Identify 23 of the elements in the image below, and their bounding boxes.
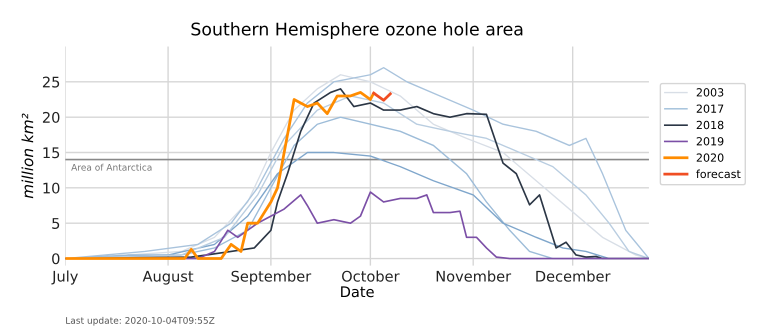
y-axis-title: million km² — [22, 113, 34, 198]
ref-line-label: Area of Antarctica — [71, 164, 152, 171]
x-tick-label: December — [536, 270, 610, 282]
text: Last update: 2020-10-04T09:55Z — [66, 316, 214, 326]
legend-label: 2019 — [696, 137, 724, 146]
chart-title: Southern Hemisphere ozone hole area — [191, 22, 522, 39]
legend-label: 2017 — [696, 104, 724, 113]
y-tick-label: 25 — [42, 76, 60, 88]
x-tick-label: September — [232, 270, 312, 285]
x-axis-title: Date — [341, 286, 374, 298]
y-tick-label: 15 — [43, 147, 60, 158]
x-tick-label: August — [142, 270, 194, 285]
y-tick-label: 10 — [43, 182, 60, 194]
x-tick-label: July — [51, 270, 78, 285]
x-tick-label: November — [436, 270, 512, 282]
legend-label: 2020 — [696, 153, 724, 162]
x-tick-label: October — [342, 270, 400, 282]
y-tick-label: 0 — [52, 253, 60, 264]
y-tick-label: 20 — [42, 112, 60, 123]
legend-label: forecast — [696, 170, 741, 178]
legend-label: 2018 — [696, 120, 724, 130]
legend-label: 2003 — [696, 88, 724, 97]
y-tick-label: 5 — [52, 218, 60, 229]
